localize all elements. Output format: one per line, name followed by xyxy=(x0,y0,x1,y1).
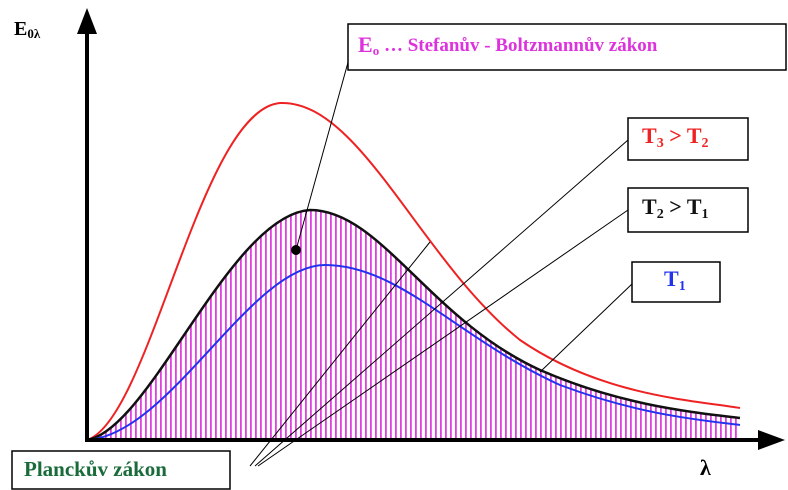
t3-box xyxy=(627,117,749,161)
stefan-box xyxy=(347,23,787,71)
t2-c: > T xyxy=(664,194,702,219)
planck-area xyxy=(87,210,740,440)
t2-b: 2 xyxy=(657,207,664,222)
stefan-label: Eo … Stefanův - Boltzmannův zákon xyxy=(358,32,658,58)
x-axis-label: λ xyxy=(700,455,711,480)
curve-t3 xyxy=(86,101,741,441)
y-label-sub: 0λ xyxy=(27,26,41,41)
t1-label: T1 xyxy=(664,266,686,294)
t2-box xyxy=(627,187,749,233)
y-arrow xyxy=(77,8,97,34)
t3-c: > T xyxy=(664,123,702,148)
t2-a: T xyxy=(642,194,657,219)
t1-box xyxy=(631,261,721,303)
t2-d: 1 xyxy=(702,207,709,222)
t1-b: 1 xyxy=(679,279,686,294)
x-arrow xyxy=(758,430,785,450)
y-label-main: E xyxy=(14,18,27,40)
t1-a: T xyxy=(664,266,679,291)
stefan-sub: o xyxy=(373,43,380,58)
t3-d: 2 xyxy=(702,136,709,151)
stefan-dot xyxy=(291,245,301,255)
y-axis-label: E0λ xyxy=(14,18,41,41)
t2-label: T2 > T1 xyxy=(642,194,709,222)
t3-b: 3 xyxy=(657,136,664,151)
planck-box xyxy=(11,450,231,490)
t3-a: T xyxy=(642,123,657,148)
stefan-main: E xyxy=(358,32,373,57)
curve-t1 xyxy=(86,263,741,441)
curve-t2 xyxy=(86,208,741,442)
stefan-rest: … Stefanův - Boltzmannův zákon xyxy=(379,35,658,56)
t3-label: T3 > T2 xyxy=(642,123,709,151)
leader-lines xyxy=(249,47,633,467)
planck-label: Planckův zákon xyxy=(24,457,167,481)
